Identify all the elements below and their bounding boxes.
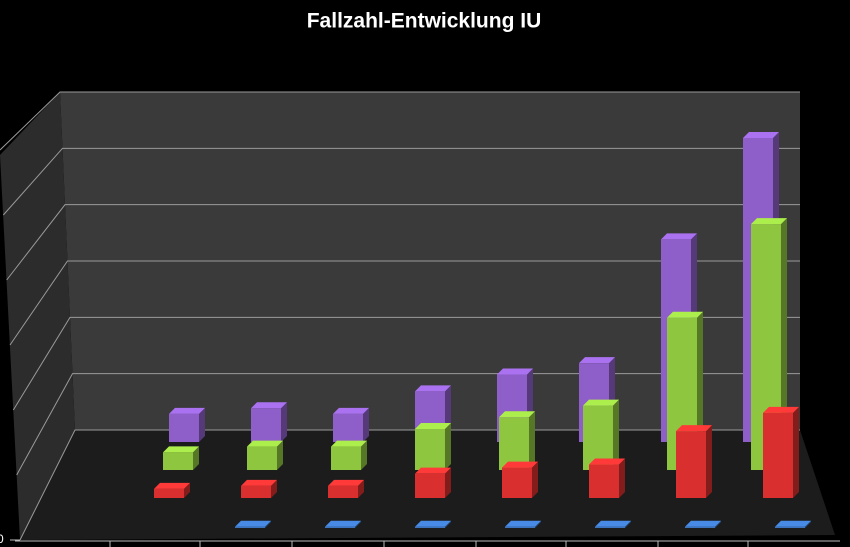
bar-top bbox=[763, 406, 799, 413]
bar-side bbox=[265, 520, 271, 528]
bar-top bbox=[235, 520, 271, 527]
bar-side bbox=[281, 402, 287, 442]
bar-side bbox=[445, 423, 451, 470]
bar bbox=[163, 452, 193, 470]
grid-line bbox=[6, 204, 800, 281]
bar-top bbox=[333, 407, 369, 414]
bar bbox=[775, 526, 805, 528]
side-wall bbox=[0, 92, 75, 540]
bar-top bbox=[661, 233, 697, 240]
bar bbox=[325, 526, 355, 528]
bar-side bbox=[193, 446, 199, 470]
bar bbox=[235, 526, 265, 528]
bar bbox=[685, 526, 715, 528]
chart-title: Fallzahl-Entwicklung IU bbox=[307, 10, 542, 33]
bar-top bbox=[589, 458, 625, 465]
bar bbox=[499, 417, 529, 470]
bar-side bbox=[715, 520, 721, 528]
bar bbox=[502, 467, 532, 498]
bar-top bbox=[415, 520, 451, 527]
bar-top bbox=[667, 311, 703, 318]
grid-line bbox=[16, 373, 800, 476]
bar bbox=[241, 485, 271, 498]
bar-side bbox=[271, 479, 277, 498]
bar-top bbox=[154, 482, 190, 489]
bar-side bbox=[532, 461, 538, 498]
bar-side bbox=[184, 482, 190, 498]
bar bbox=[595, 526, 625, 528]
bar-side bbox=[619, 458, 625, 498]
bar bbox=[247, 446, 277, 470]
grid-line bbox=[0, 91, 800, 151]
bar-side bbox=[361, 440, 367, 470]
bar-top bbox=[583, 399, 619, 406]
bar-side bbox=[625, 520, 631, 528]
bar bbox=[676, 431, 706, 498]
bar-top bbox=[676, 425, 712, 432]
bar-side bbox=[529, 411, 535, 470]
bar bbox=[415, 473, 445, 498]
bar-top bbox=[241, 479, 277, 486]
bar bbox=[589, 464, 619, 498]
grid-line bbox=[2, 147, 800, 216]
bar-top bbox=[169, 407, 205, 414]
bar-side bbox=[445, 520, 451, 528]
bar-side bbox=[793, 406, 799, 498]
y-tick-label: 0 bbox=[0, 532, 4, 546]
bar-side bbox=[199, 407, 205, 442]
bar-top bbox=[247, 440, 283, 447]
bar-top bbox=[415, 423, 451, 430]
bar-side bbox=[363, 407, 369, 442]
bar-side bbox=[535, 520, 541, 528]
bar-top bbox=[499, 411, 535, 418]
bar-top bbox=[775, 520, 811, 527]
bar-top bbox=[751, 218, 787, 225]
bar-top bbox=[497, 368, 533, 375]
bar bbox=[505, 526, 535, 528]
bar-side bbox=[445, 467, 451, 498]
bar-top bbox=[505, 520, 541, 527]
bar-top bbox=[325, 520, 361, 527]
bar-side bbox=[277, 440, 283, 470]
bar bbox=[251, 408, 281, 442]
bar-side bbox=[706, 425, 712, 498]
bar-top bbox=[415, 385, 451, 392]
bar-top bbox=[163, 446, 199, 453]
bar-top bbox=[328, 479, 364, 486]
bar bbox=[331, 446, 361, 470]
bar-top bbox=[502, 461, 538, 468]
bar-top bbox=[595, 520, 631, 527]
bar bbox=[154, 488, 184, 498]
bar-top bbox=[331, 440, 367, 447]
bar bbox=[333, 413, 363, 442]
grid-line bbox=[12, 316, 800, 411]
bar-top bbox=[579, 357, 615, 364]
bar-side bbox=[805, 520, 811, 528]
bar-top bbox=[743, 131, 779, 138]
bar-top bbox=[685, 520, 721, 527]
grid-line bbox=[9, 260, 800, 346]
bar-side bbox=[358, 479, 364, 498]
bar bbox=[415, 526, 445, 528]
bar bbox=[763, 412, 793, 498]
bar bbox=[328, 485, 358, 498]
bar-side bbox=[613, 399, 619, 470]
bar-top bbox=[415, 467, 451, 474]
bar bbox=[415, 429, 445, 470]
bar-side bbox=[355, 520, 361, 528]
bar-top bbox=[251, 402, 287, 409]
grid-line bbox=[19, 429, 800, 541]
bar bbox=[169, 413, 199, 442]
